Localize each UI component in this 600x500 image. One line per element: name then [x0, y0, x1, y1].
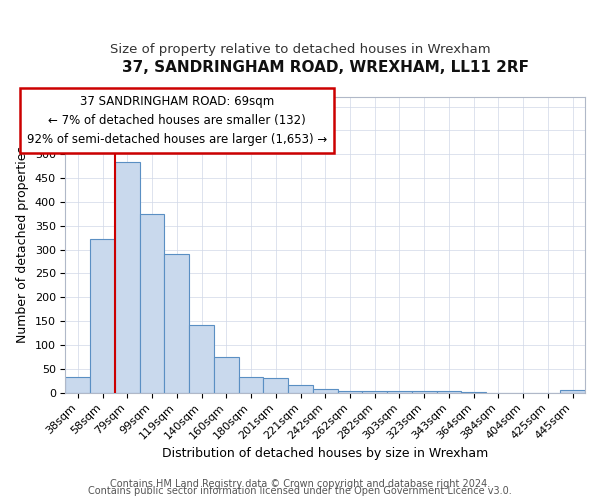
Bar [65, 378, 90, 392]
Text: 37 SANDRINGHAM ROAD: 69sqm
← 7% of detached houses are smaller (132)
92% of semi: 37 SANDRINGHAM ROAD: 69sqm ← 7% of detac… [26, 96, 327, 146]
Bar [90, 239, 115, 392]
Bar [164, 254, 189, 392]
Bar [313, 389, 338, 392]
Y-axis label: Number of detached properties: Number of detached properties [16, 146, 29, 344]
Bar [140, 214, 164, 392]
Bar [115, 162, 140, 392]
Bar [560, 390, 585, 392]
Bar [239, 378, 263, 392]
Text: Contains public sector information licensed under the Open Government Licence v3: Contains public sector information licen… [88, 486, 512, 496]
Bar [288, 385, 313, 392]
Bar [214, 357, 239, 392]
X-axis label: Distribution of detached houses by size in Wrexham: Distribution of detached houses by size … [162, 447, 488, 460]
Text: Size of property relative to detached houses in Wrexham: Size of property relative to detached ho… [110, 42, 490, 56]
Text: Contains HM Land Registry data © Crown copyright and database right 2024.: Contains HM Land Registry data © Crown c… [110, 479, 490, 489]
Title: 37, SANDRINGHAM ROAD, WREXHAM, LL11 2RF: 37, SANDRINGHAM ROAD, WREXHAM, LL11 2RF [122, 60, 529, 75]
Bar [263, 378, 288, 392]
Bar [189, 324, 214, 392]
